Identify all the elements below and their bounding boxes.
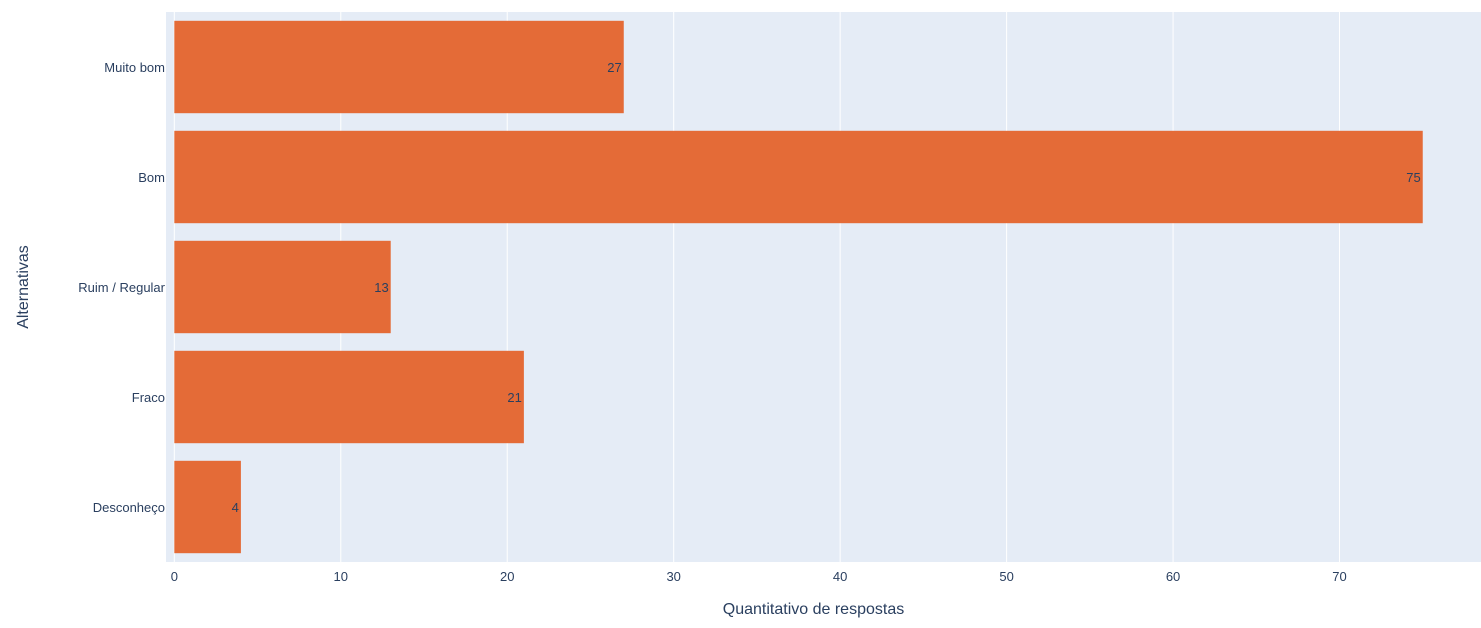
bar	[174, 130, 1423, 224]
x-axis-ticks: 0 10 20 30 40 50 60 70	[171, 569, 1347, 584]
y-axis-title: Alternativas	[15, 245, 32, 329]
x-tick-label: 0	[171, 569, 178, 584]
y-tick-label: Desconheço	[93, 500, 165, 515]
x-tick-label: 50	[999, 569, 1013, 584]
x-tick-label: 20	[500, 569, 514, 584]
data-labels: 27 75 13 21 4	[232, 60, 1421, 515]
bar	[174, 240, 391, 334]
bar	[174, 460, 241, 554]
bar-value-label: 27	[607, 60, 621, 75]
bar-value-label: 13	[374, 280, 388, 295]
x-axis-title: Quantitativo de respostas	[723, 601, 904, 618]
bar	[174, 20, 624, 114]
y-tick-label: Ruim / Regular	[78, 280, 165, 295]
y-tick-label: Fraco	[132, 390, 165, 405]
bar-value-label: 4	[232, 500, 239, 515]
bars	[174, 20, 1423, 554]
bar-value-label: 75	[1406, 170, 1420, 185]
x-tick-label: 30	[666, 569, 680, 584]
x-tick-label: 40	[833, 569, 847, 584]
y-tick-label: Muito bom	[104, 60, 165, 75]
y-axis-ticks: Muito bom Bom Ruim / Regular Fraco Desconheç…	[78, 60, 165, 515]
x-tick-label: 60	[1166, 569, 1180, 584]
x-tick-label: 70	[1332, 569, 1346, 584]
x-tick-label: 10	[334, 569, 348, 584]
bar	[174, 350, 524, 444]
bar-value-label: 21	[507, 390, 521, 405]
y-tick-label: Bom	[138, 170, 165, 185]
